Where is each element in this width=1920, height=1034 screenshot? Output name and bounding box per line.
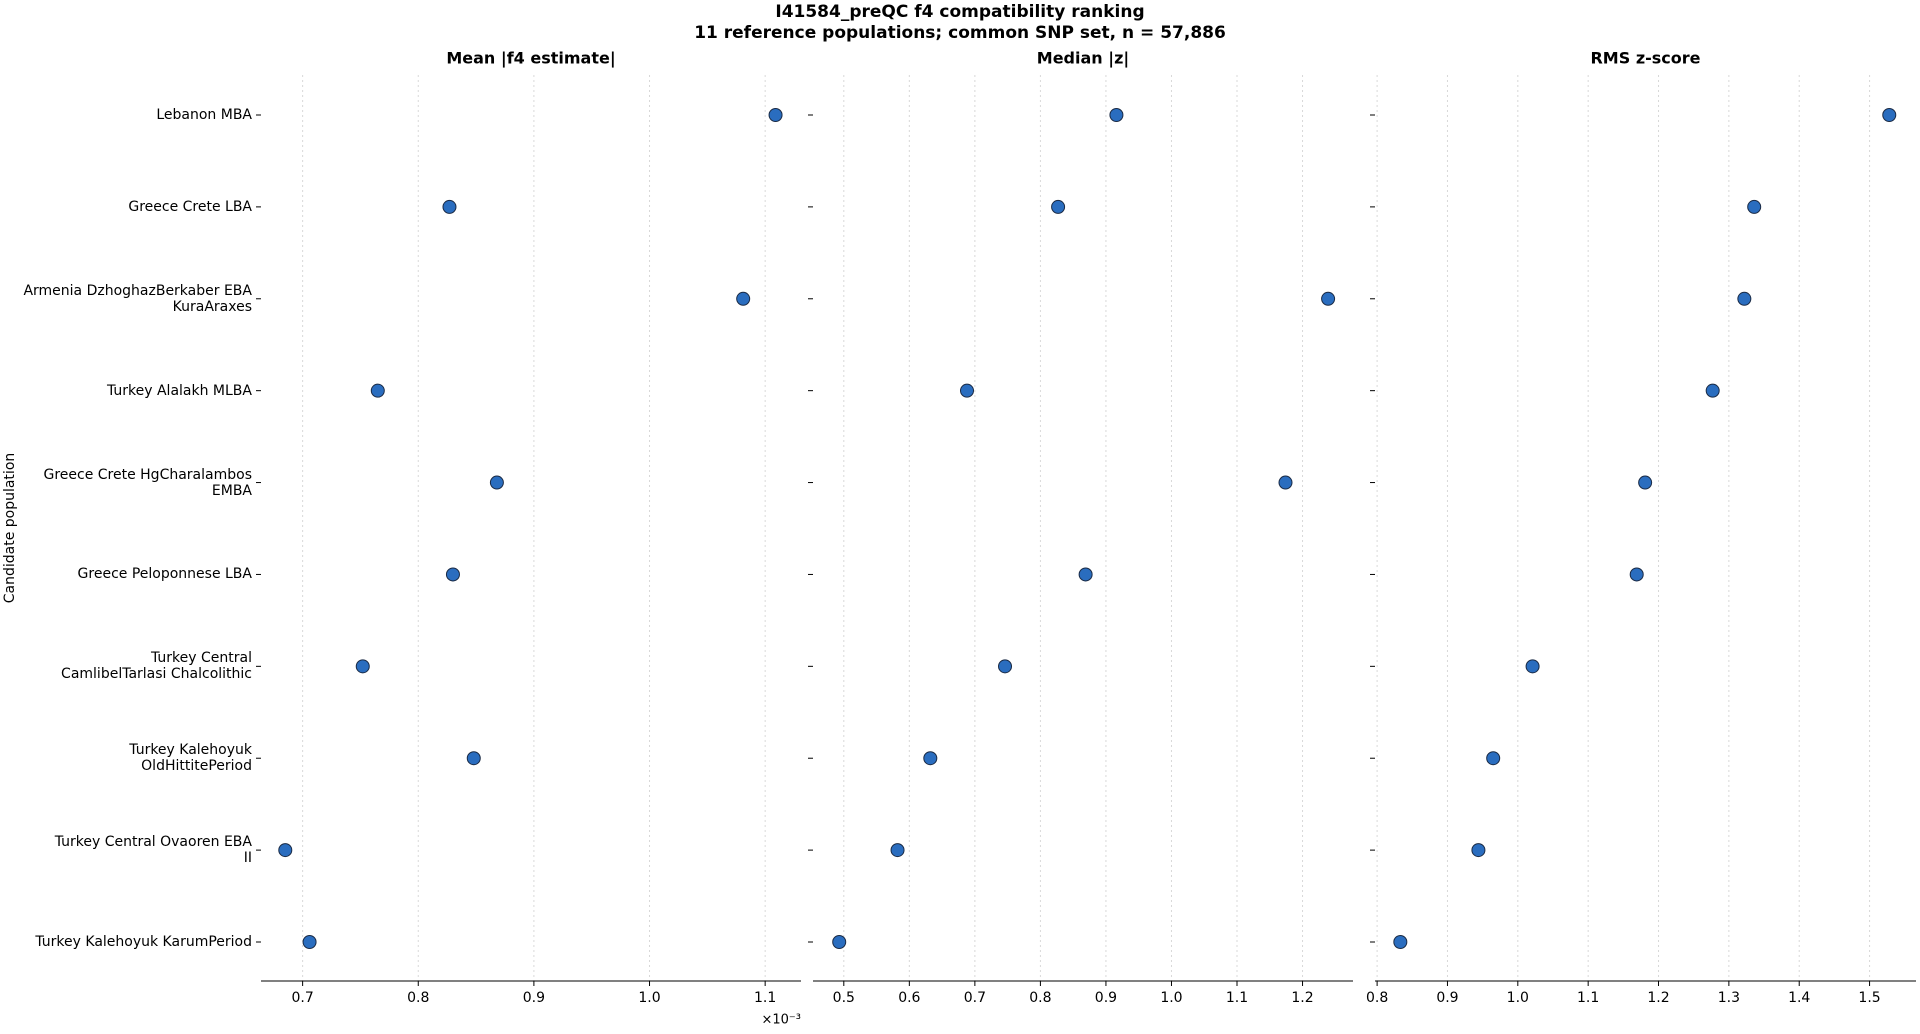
x-tick-label: 1.4	[1788, 990, 1810, 1006]
dot	[1321, 291, 1336, 306]
x-tick-label: 0.6	[898, 990, 920, 1006]
x-tick-label: 0.7	[964, 990, 986, 1006]
x-tick-label: 1.3	[1718, 990, 1740, 1006]
chart-subtitle: 11 reference populations; common SNP set…	[694, 23, 1226, 43]
x-tick-label: 0.9	[1436, 990, 1458, 1006]
dot	[489, 475, 504, 490]
dot	[1737, 291, 1752, 306]
dot	[1393, 935, 1408, 949]
x-tick-label: 1.2	[1647, 990, 1669, 1006]
dot	[370, 383, 385, 398]
dot	[1051, 199, 1066, 214]
dot	[302, 935, 317, 949]
x-tick-label: 1.5	[1858, 990, 1880, 1006]
dot	[466, 751, 481, 766]
y-tick-label: Turkey Kalehoyuk OldHittitePeriod	[129, 742, 252, 775]
dot	[1525, 659, 1540, 674]
y-tick-label: Greece Crete HgCharalambos EMBA	[43, 466, 252, 499]
y-tick-label: Greece Crete LBA	[128, 198, 252, 215]
dot	[278, 843, 293, 858]
x-tick-label: 0.9	[1095, 990, 1117, 1006]
dot	[355, 659, 370, 674]
dot	[1747, 199, 1762, 214]
dot	[1278, 475, 1293, 490]
x-tick-label: 1.1	[1226, 990, 1248, 1006]
dot	[923, 751, 938, 766]
x-tick-label: 0.8	[407, 990, 429, 1006]
dot	[998, 659, 1013, 674]
y-tick-label: Lebanon MBA	[156, 107, 252, 123]
dot	[1629, 567, 1644, 582]
y-tick-label: Turkey Alalakh MLBA	[106, 382, 252, 399]
x-tick-label: 1.0	[1507, 990, 1529, 1006]
dot	[1638, 475, 1653, 490]
x-tick-label: 0.7	[291, 990, 313, 1006]
x-tick-label: 0.8	[1366, 990, 1388, 1006]
dot	[445, 567, 460, 582]
dot	[1705, 383, 1720, 398]
y-tick-label: Turkey Central Ovaoren EBA II	[54, 834, 252, 867]
dot	[1486, 751, 1501, 766]
x-offset-label: ×10⁻³	[761, 1013, 801, 1028]
y-tick-label: Turkey Central CamlibelTarlasi Chalcolit…	[61, 650, 252, 683]
dot	[960, 383, 975, 398]
dot	[736, 291, 751, 306]
panel-title: Median |z|	[1037, 49, 1129, 69]
y-tick-label: Turkey Kalehoyuk KarumPeriod	[35, 934, 252, 950]
panel-title: Mean |f4 estimate|	[446, 49, 615, 69]
x-tick-label: 1.1	[754, 990, 776, 1006]
y-tick-label: Armenia DzhoghazBerkaber EBA KuraAraxes	[23, 282, 252, 315]
x-tick-label: 1.0	[638, 990, 660, 1006]
dot	[768, 108, 783, 122]
dot	[832, 935, 847, 949]
chart-title: I41584_preQC f4 compatibility ranking	[775, 2, 1144, 22]
dot	[442, 199, 457, 214]
dot	[890, 843, 905, 858]
panel-title: RMS z-score	[1590, 49, 1700, 68]
x-tick-label: 0.8	[1029, 990, 1051, 1006]
y-tick-label: Greece Peloponnese LBA	[77, 566, 252, 583]
x-tick-label: 1.1	[1577, 990, 1599, 1006]
y-axis-label: Candidate population	[2, 453, 18, 604]
x-tick-label: 1.2	[1291, 990, 1313, 1006]
x-tick-label: 1.0	[1160, 990, 1182, 1006]
dot	[1882, 108, 1897, 122]
dot	[1109, 108, 1124, 122]
dot	[1078, 567, 1093, 582]
dot	[1471, 843, 1486, 858]
x-tick-label: 0.9	[523, 990, 545, 1006]
x-tick-label: 0.5	[833, 990, 855, 1006]
